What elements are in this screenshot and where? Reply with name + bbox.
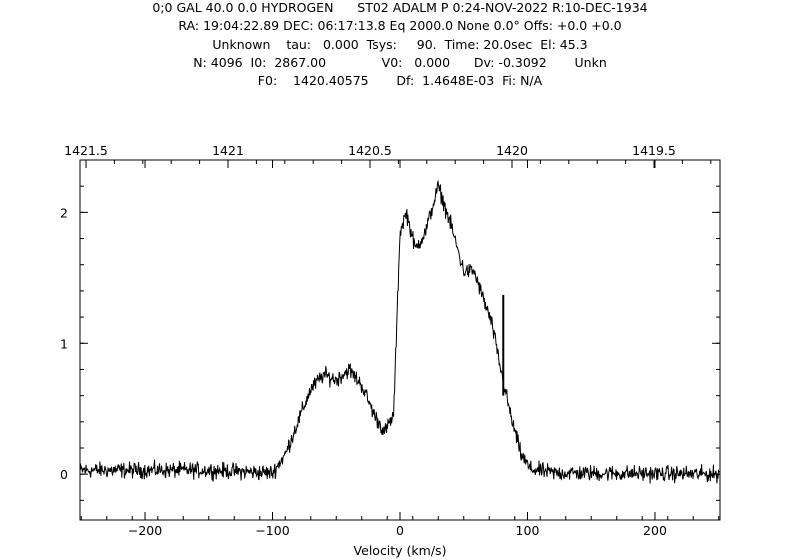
spectrum-line	[79, 179, 720, 484]
header-line-4: N: 4096 I0: 2867.00 V0: 0.000 Dv: -0.309…	[193, 55, 607, 70]
header-line-1: 0;0 GAL 40.0 0.0 HYDROGEN ST02 ADALM P 0…	[152, 0, 648, 15]
x-tick-label: 0	[396, 523, 404, 538]
y-tick-label: 2	[60, 205, 68, 220]
x-tick-label: −200	[128, 523, 162, 538]
x-tick-label: −100	[255, 523, 289, 538]
header-line-5: F0: 1420.40575 Df: 1.4648E-03 Fi: N/A	[257, 73, 543, 88]
y-tick-label: 0	[60, 467, 68, 482]
header-line-2: RA: 19:04:22.89 DEC: 06:17:13.8 Eq 2000.…	[178, 18, 622, 33]
plot-frame	[79, 159, 721, 521]
x-tick-label: 200	[643, 523, 667, 538]
x-axis-label: Velocity (km/s)	[354, 543, 447, 558]
top-tick-label: 1420	[496, 143, 528, 158]
top-tick-label: 1421.5	[64, 143, 108, 158]
y-tick-label: 1	[60, 336, 68, 351]
x-tick-label: 100	[516, 523, 540, 538]
top-tick-label: 1419.5	[632, 143, 676, 158]
top-tick-label: 1421	[212, 143, 244, 158]
top-tick-label: 1420.5	[348, 143, 392, 158]
header-line-3: Unknown tau: 0.000 Tsys: 90. Time: 20.0s…	[212, 37, 588, 52]
